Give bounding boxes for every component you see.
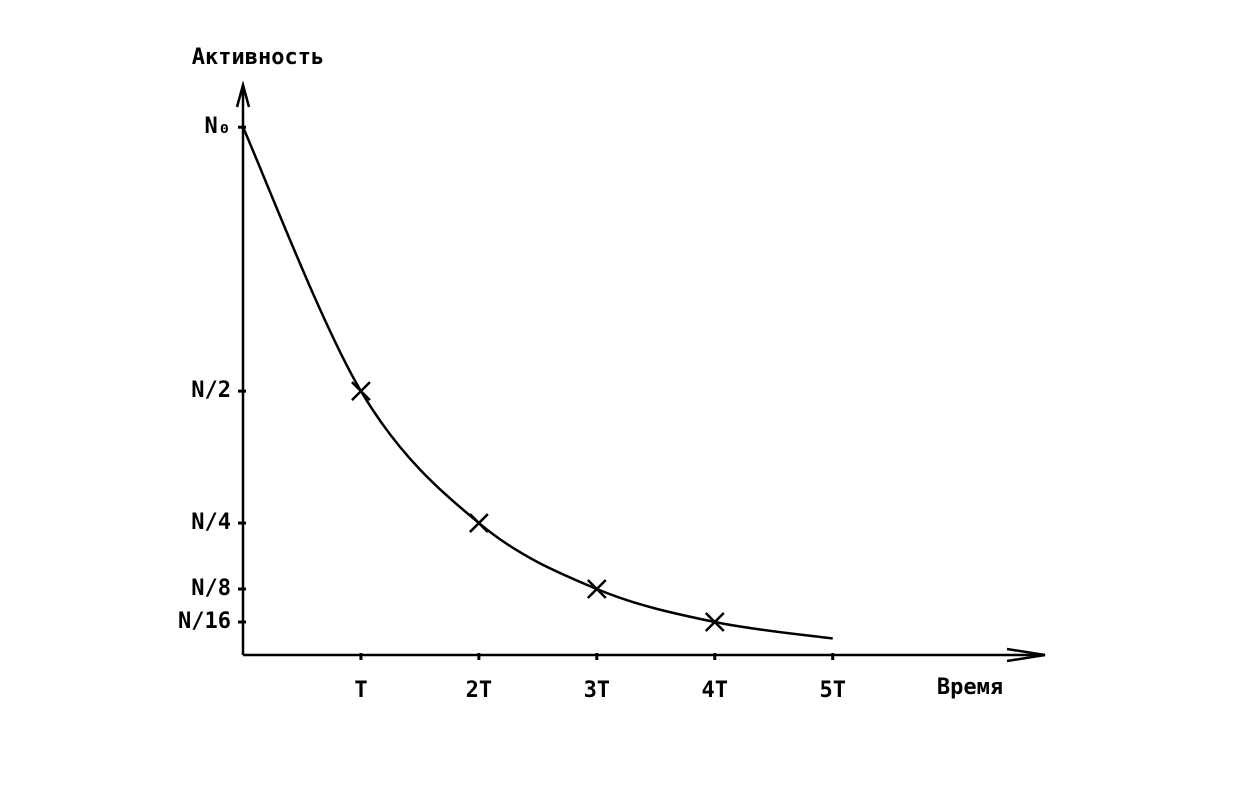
x-axis-arrow xyxy=(1006,647,1046,663)
point-marker xyxy=(704,612,725,632)
x-tick-label: 4T xyxy=(702,678,729,703)
x-axis-label: Время xyxy=(937,675,1003,700)
point-marker xyxy=(351,381,371,401)
y-tick-label: N/16 xyxy=(178,609,231,634)
x-tick-label: 5T xyxy=(819,678,846,703)
decay-curve xyxy=(241,126,833,640)
y-tick-label: N₀ xyxy=(205,114,232,139)
point-marker xyxy=(468,513,489,533)
y-tick-label: N/4 xyxy=(191,510,231,535)
x-tick-label: 3T xyxy=(584,678,611,703)
y-axis-label: Активность xyxy=(192,45,324,70)
y-tick-label: N/8 xyxy=(191,576,231,601)
y-tick-label: N/2 xyxy=(191,378,231,403)
point-marker xyxy=(586,579,607,599)
y-axis-arrow xyxy=(235,80,251,108)
x-tick-label: 2T xyxy=(466,678,493,703)
x-tick-label: T xyxy=(354,678,367,703)
